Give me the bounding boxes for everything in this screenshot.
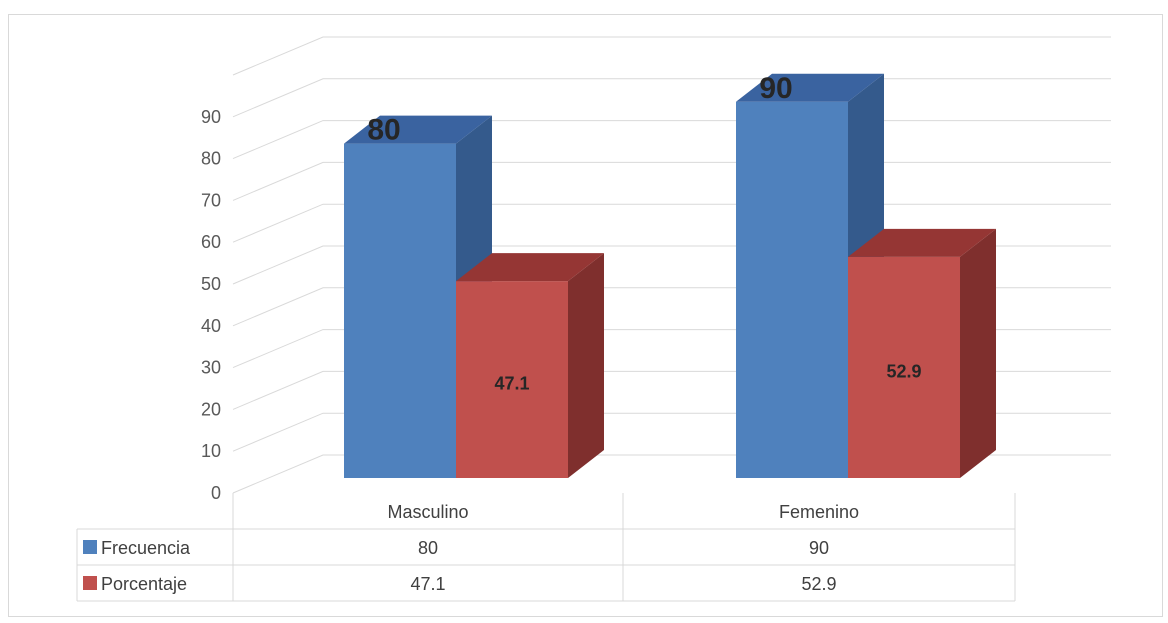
- data-table: Masculino Femenino Frecuencia 80 90 Porcentaj…: [76, 493, 1016, 602]
- category-label-masculino: Masculino: [387, 502, 468, 522]
- bar-top-porcentaje-masculino: [456, 253, 604, 282]
- gridline: [232, 78, 1111, 118]
- y-tick-label: 70: [201, 190, 221, 210]
- bar-side-porcentaje-femenino: [960, 228, 996, 478]
- row-label-porcentaje: Porcentaje: [101, 574, 187, 594]
- y-tick-label: 90: [201, 107, 221, 127]
- y-tick-label: 50: [201, 274, 221, 294]
- y-tick-label: 10: [201, 441, 221, 461]
- chart-frame: 0 10 20 30 40 50 60 70 80 90 80 47.1 90 52.9 Masculi…: [8, 14, 1163, 617]
- bar-top-frecuencia-masculino: [344, 115, 492, 144]
- y-tick-label: 40: [201, 316, 221, 336]
- bar-frecuencia-masculino: [344, 143, 456, 478]
- bar-chart-3d: 0 10 20 30 40 50 60 70 80 90 80 47.1 90 52.9 Masculi…: [76, 36, 1111, 602]
- table-cell: 52.9: [801, 574, 836, 594]
- y-tick-label: 80: [201, 149, 221, 169]
- y-tick-label: 60: [201, 232, 221, 252]
- gridline-top: [232, 36, 1111, 76]
- data-label-frecuencia-masculino: 80: [367, 114, 400, 147]
- category-label-femenino: Femenino: [779, 502, 859, 522]
- data-label-porcentaje-masculino: 47.1: [494, 374, 529, 394]
- y-tick-label: 20: [201, 399, 221, 419]
- table-cell: 90: [809, 538, 829, 558]
- bar-porcentaje-masculino: [456, 281, 568, 478]
- table-cell: 80: [418, 538, 438, 558]
- bar-side-porcentaje-masculino: [568, 253, 604, 478]
- data-labels: 80 47.1 90 52.9: [367, 72, 921, 394]
- bar-top-porcentaje-femenino: [848, 228, 996, 257]
- bars: [344, 73, 996, 479]
- legend-key-frecuencia: [83, 540, 97, 554]
- legend-key-porcentaje: [83, 576, 97, 590]
- y-tick-label: 30: [201, 358, 221, 378]
- table-cell: 47.1: [410, 574, 445, 594]
- row-label-frecuencia: Frecuencia: [101, 538, 191, 558]
- data-label-frecuencia-femenino: 90: [759, 72, 792, 105]
- data-label-porcentaje-femenino: 52.9: [886, 361, 921, 381]
- bar-top-frecuencia-femenino: [736, 73, 884, 102]
- y-tick-label: 0: [211, 483, 221, 503]
- bar-frecuencia-femenino: [736, 101, 848, 479]
- bar-porcentaje-femenino: [848, 256, 960, 478]
